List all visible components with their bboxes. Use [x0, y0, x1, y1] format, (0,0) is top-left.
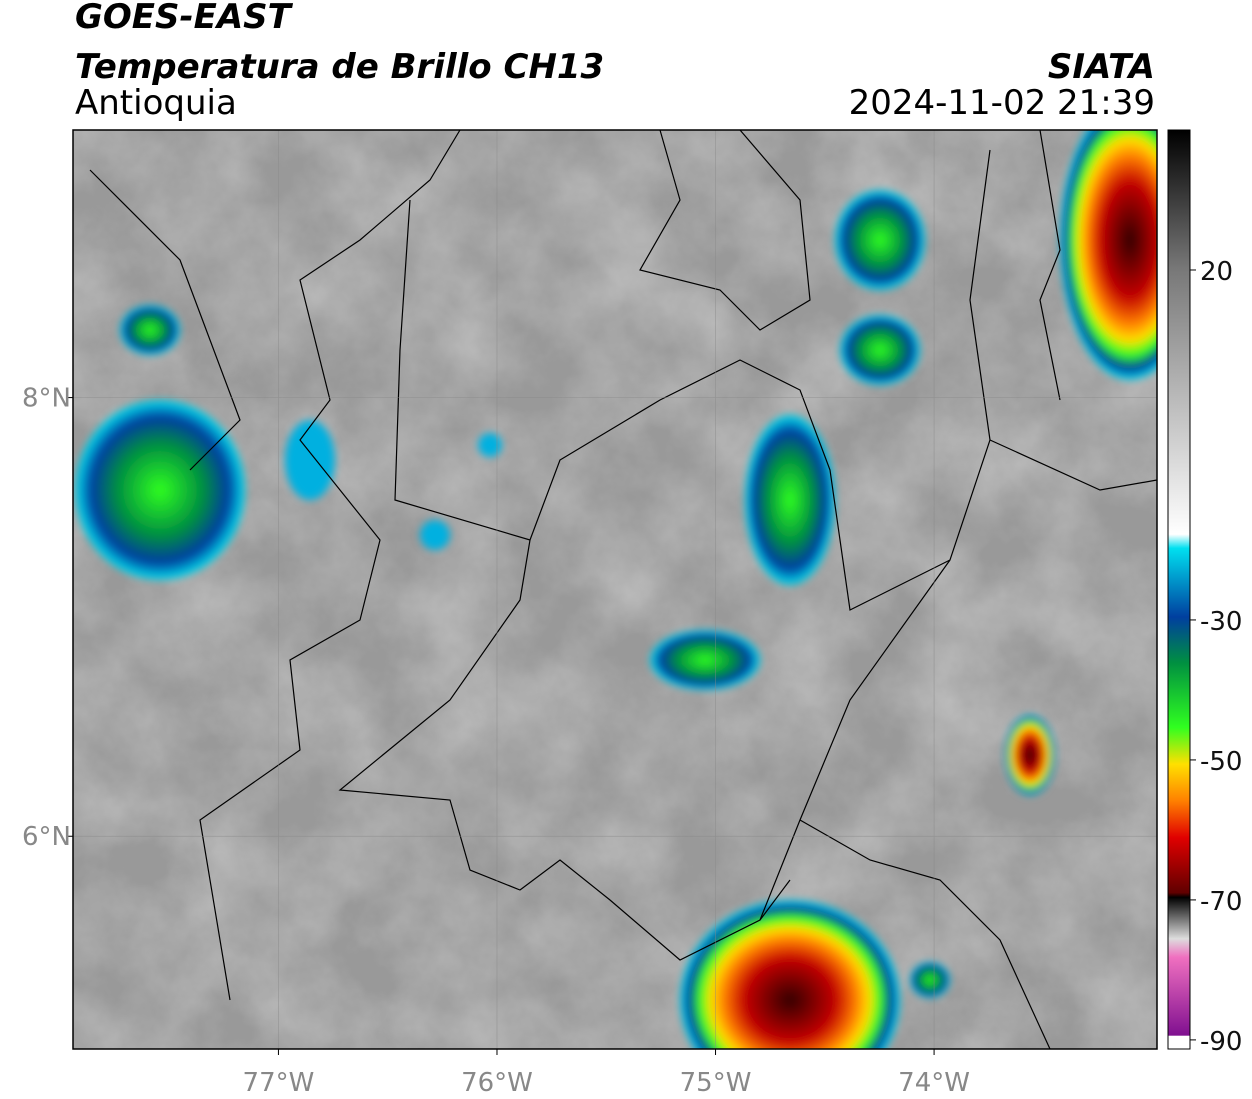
colorbar-tick-label: 20 — [1200, 257, 1233, 287]
borders — [89, 130, 1157, 1049]
x-tick-label: 74°W — [898, 1068, 970, 1098]
colorbar-tick-label: -50 — [1200, 747, 1242, 777]
x-tick-label: 76°W — [461, 1068, 533, 1098]
datetime: 2024-11-02 21:39 — [849, 83, 1155, 123]
satellite-image — [73, 130, 1157, 1049]
y-tick-label: 8°N — [22, 384, 71, 414]
subtitle: Temperatura de Brillo CH13 — [75, 47, 604, 87]
source: SIATA — [1048, 47, 1155, 87]
colorbar-tick-label: -30 — [1200, 607, 1242, 637]
title: GOES-EAST — [75, 0, 294, 37]
x-tick-label: 75°W — [680, 1068, 752, 1098]
colorbar — [1167, 129, 1191, 1050]
colorbar-tick-label: -90 — [1200, 1027, 1242, 1057]
region: Antioquia — [75, 83, 237, 123]
colorbar-tick-label: -70 — [1200, 887, 1242, 917]
y-tick-label: 6°N — [22, 822, 71, 852]
map-frame — [72, 129, 1158, 1050]
x-tick-label: 77°W — [243, 1068, 315, 1098]
